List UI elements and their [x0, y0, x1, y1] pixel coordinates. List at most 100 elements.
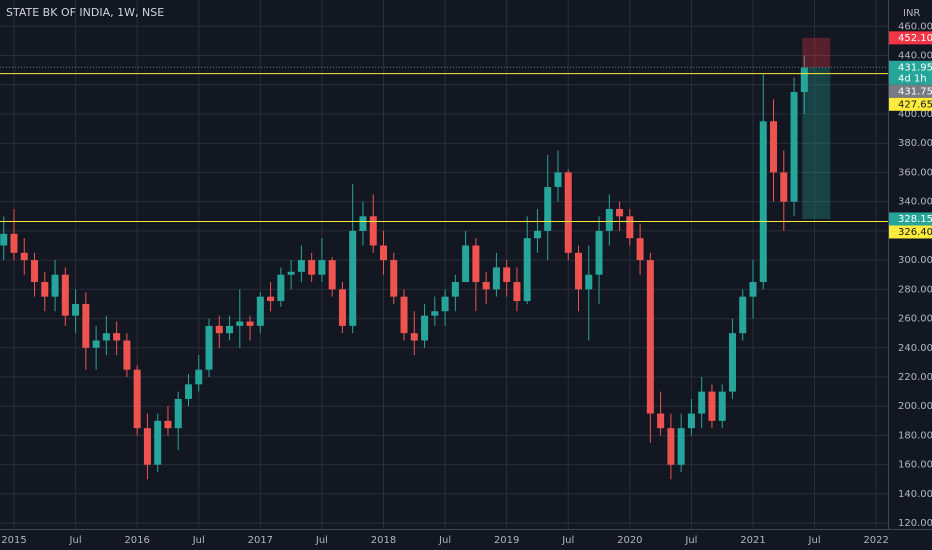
candle-body [708, 391, 716, 421]
candle-body [133, 369, 141, 429]
candle-body [287, 271, 295, 275]
price-label-box [889, 225, 932, 239]
candle-body [82, 303, 90, 348]
candle-body [646, 260, 654, 414]
candle-body [421, 315, 429, 341]
candle-body [226, 325, 234, 334]
candle-body [595, 230, 603, 275]
candle-body [41, 282, 49, 297]
candle-body [636, 238, 644, 261]
price-label: 427.65 [898, 99, 932, 110]
candle-body [390, 260, 398, 297]
price-label: 431.75 [898, 86, 932, 97]
y-tick-label: 240.00 [898, 343, 932, 354]
price-label: 452.10 [898, 33, 932, 44]
candle-body [687, 413, 695, 429]
chart-title: STATE BK OF INDIA, 1W, NSE [6, 6, 164, 19]
price-label-box [889, 60, 932, 85]
candle-body [318, 260, 326, 275]
candle-body [410, 333, 418, 341]
position-target [802, 37, 831, 68]
y-tick-label: 400.00 [898, 109, 932, 120]
price-label: 431.95 [898, 62, 932, 73]
x-tick-label: 2018 [371, 535, 396, 546]
y-tick-label: 260.00 [898, 314, 932, 325]
candle-body [256, 296, 264, 326]
candle-body [513, 282, 521, 302]
candle-body [184, 384, 192, 399]
candle-body [369, 216, 377, 246]
x-tick-label: Jul [192, 535, 205, 546]
countdown: 4d 1h [898, 73, 927, 84]
price-label-box [889, 97, 932, 111]
candle-body [554, 172, 562, 188]
candle-body [728, 333, 736, 392]
candle-body [790, 92, 798, 202]
candle-body [154, 420, 162, 465]
x-tick-label: 2015 [1, 535, 26, 546]
candle-body [174, 398, 182, 429]
candle-body [267, 296, 275, 302]
candle-body [482, 282, 490, 290]
candle-body [236, 321, 244, 326]
x-tick-label: Jul [69, 535, 82, 546]
candle-body [338, 289, 346, 326]
candle-body [544, 187, 552, 231]
candle-body [113, 333, 121, 341]
candle-body [739, 296, 747, 334]
candle-body [503, 267, 511, 283]
y-tick-label: 440.00 [898, 51, 932, 62]
y-tick-label: 340.00 [898, 197, 932, 208]
candle-body [759, 121, 767, 283]
y-tick-label: 360.00 [898, 167, 932, 178]
candle-body [380, 245, 387, 261]
y-tick-label: 160.00 [898, 460, 932, 471]
candle-body [102, 333, 110, 341]
candle-body [0, 233, 8, 246]
candle-body [575, 252, 583, 290]
candle-body [533, 230, 541, 239]
candle-body [492, 267, 500, 290]
candle-body [677, 428, 685, 465]
candle-body [441, 296, 449, 312]
candle-body [605, 208, 613, 231]
position-stop [802, 67, 831, 219]
candle-body [205, 325, 213, 370]
x-tick-label: Jul [684, 535, 697, 546]
x-tick-label: Jul [808, 535, 821, 546]
candle-body [359, 216, 367, 231]
y-tick-label: 120.00 [898, 518, 932, 529]
candle-body [472, 245, 480, 283]
price-label-box [889, 31, 932, 45]
x-tick-label: Jul [561, 535, 574, 546]
candle-body [462, 245, 470, 283]
price-label: 328.15 [898, 214, 932, 225]
candle-body [523, 238, 531, 302]
candle-body [297, 260, 305, 272]
y-tick-label: 140.00 [898, 489, 932, 500]
candle-body [718, 391, 726, 421]
x-tick-label: 2020 [617, 535, 642, 546]
candle-body [431, 311, 439, 316]
candle-body [400, 296, 408, 334]
x-tick-label: 2022 [863, 535, 888, 546]
candle-body [308, 260, 316, 275]
candle-body [92, 340, 100, 348]
candle-body [770, 121, 778, 173]
x-tick-label: Jul [315, 535, 328, 546]
price-label-box [889, 212, 932, 226]
candle-body [215, 325, 223, 334]
currency: INR [903, 8, 920, 19]
candle-body [20, 252, 28, 261]
candle-body [328, 260, 336, 290]
candle-body [349, 230, 357, 326]
y-tick-label: 180.00 [898, 430, 932, 441]
y-tick-label: 220.00 [898, 372, 932, 383]
candle-body [780, 172, 788, 202]
price-label-box [889, 84, 932, 98]
candle-body [451, 282, 459, 297]
candle-body [616, 208, 624, 217]
candle-body [246, 321, 254, 326]
candle-body [585, 274, 593, 290]
